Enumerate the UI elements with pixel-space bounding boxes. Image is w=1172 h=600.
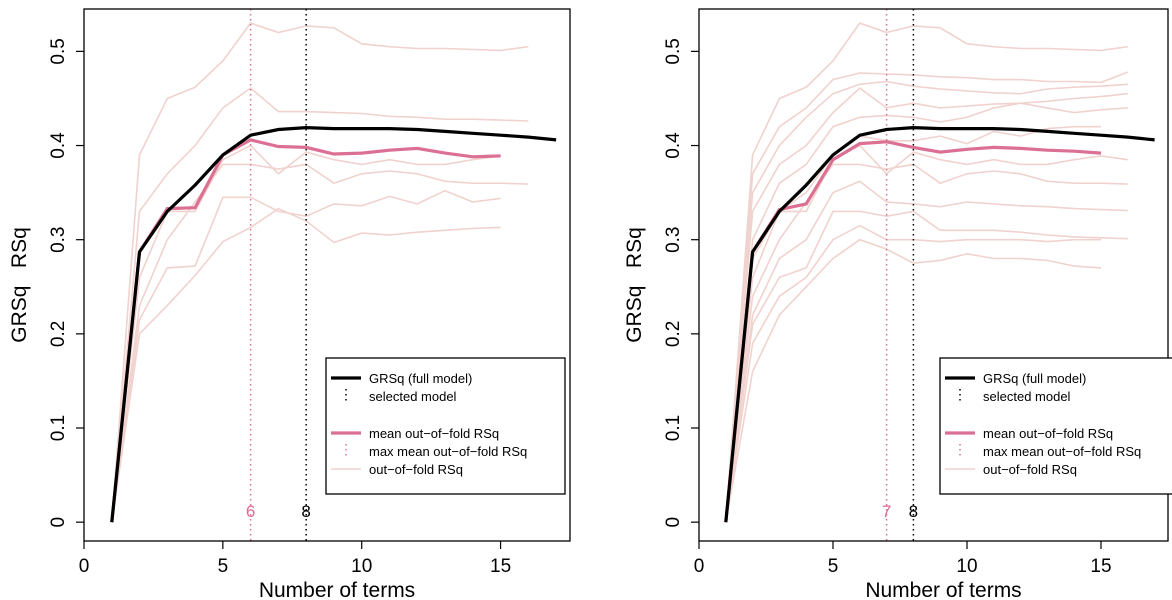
y-tick-label: 0.2 (48, 321, 69, 347)
x-axis-label: Number of terms (259, 579, 415, 600)
x-tick-label: 0 (694, 556, 705, 577)
grsq-full-model-line (724, 125, 1155, 523)
legend-label-mean: mean out−of−fold RSq (983, 426, 1113, 441)
fold-rsq-line-10 (725, 210, 1128, 523)
fold-rsq-line-3 (111, 144, 501, 523)
plot-frame (698, 8, 1169, 542)
fold-rsq-line-6 (111, 207, 501, 523)
y-tick-label: 0.1 (48, 415, 69, 441)
vline-label-7: 7 (882, 502, 891, 521)
fold-rsq-line-8 (725, 163, 1128, 523)
legend-label-full: GRSq (full model) (983, 371, 1086, 386)
plot-frame (83, 8, 571, 542)
fold-rsq-line-4 (725, 87, 1128, 523)
fold-rsq-line-4 (111, 163, 529, 523)
legend: GRSq (full model) selected model mean out−… (325, 357, 566, 495)
y-tick-label: 0.5 (48, 38, 69, 64)
fold-rsq-line-1 (111, 22, 529, 523)
x-tick-label: 0 (79, 556, 90, 577)
vline-label-8: 8 (909, 502, 918, 521)
x-tick-label: 5 (828, 556, 839, 577)
fold-rsq-line-1 (725, 22, 1128, 523)
legend: GRSq (full model) selected model mean out−… (939, 357, 1172, 495)
chart-panel-2: 7 8 0 5 10 15 Number of terms 0 0.1 0.2 0.3 0.4 0.5 G… (623, 8, 1172, 600)
chart-panel-1: 6 8 0 5 10 15 Number of terms 0 0.1 0.2 0.3 0.4 0.5 G… (8, 8, 571, 600)
fold-rsq-line-2 (111, 87, 529, 523)
legend-label-max-mean: max mean out−of−fold RSq (369, 444, 527, 459)
x-tick-label: 10 (956, 556, 977, 577)
fold-rsq-line-5 (111, 189, 501, 523)
y-tick-label: 0.3 (48, 226, 69, 252)
fold-rsq-line-12 (725, 238, 1102, 523)
legend-label-selected: selected model (983, 389, 1071, 404)
legend-label-mean: mean out−of−fold RSq (369, 426, 499, 441)
y-tick-label: 0 (663, 517, 684, 528)
y-tick-label: 0.4 (663, 132, 684, 159)
vline-label-6: 6 (246, 502, 255, 521)
mean-oof-rsq-line (110, 138, 501, 523)
y-tick-label: 0 (48, 517, 69, 528)
y-axis-label: GRSq RSq (623, 227, 646, 343)
x-axis-label: Number of terms (865, 579, 1021, 600)
fold-rsq-line-3 (725, 80, 1128, 523)
legend-label-full: GRSq (full model) (369, 371, 472, 386)
grsq-full-model-line (110, 125, 557, 523)
legend-box (325, 357, 566, 495)
fold-rsq-line-5 (725, 102, 1128, 523)
x-tick-label: 15 (1090, 556, 1111, 577)
y-tick-label: 0.4 (48, 132, 69, 159)
y-tick-label: 0.2 (663, 321, 684, 347)
x-tick-label: 15 (490, 556, 511, 577)
y-axis-label: GRSq RSq (8, 227, 31, 343)
fold-rsq-line-2 (725, 71, 1129, 523)
fold-rsq-line-9 (725, 180, 1128, 523)
x-tick-label: 10 (351, 556, 372, 577)
legend-box (939, 357, 1172, 495)
y-tick-label: 0.5 (663, 38, 684, 64)
x-tick-label: 5 (218, 556, 229, 577)
vline-label-8: 8 (301, 502, 310, 521)
legend-label-fold: out−of−fold RSq (983, 462, 1077, 477)
fold-rsq-line-7 (725, 144, 1128, 523)
legend-label-max-mean: max mean out−of−fold RSq (983, 444, 1141, 459)
mean-oof-rsq-line (724, 140, 1102, 523)
y-tick-label: 0.3 (663, 226, 684, 252)
legend-label-selected: selected model (369, 389, 457, 404)
legend-label-fold: out−of−fold RSq (369, 462, 463, 477)
y-tick-label: 0.1 (663, 415, 684, 441)
